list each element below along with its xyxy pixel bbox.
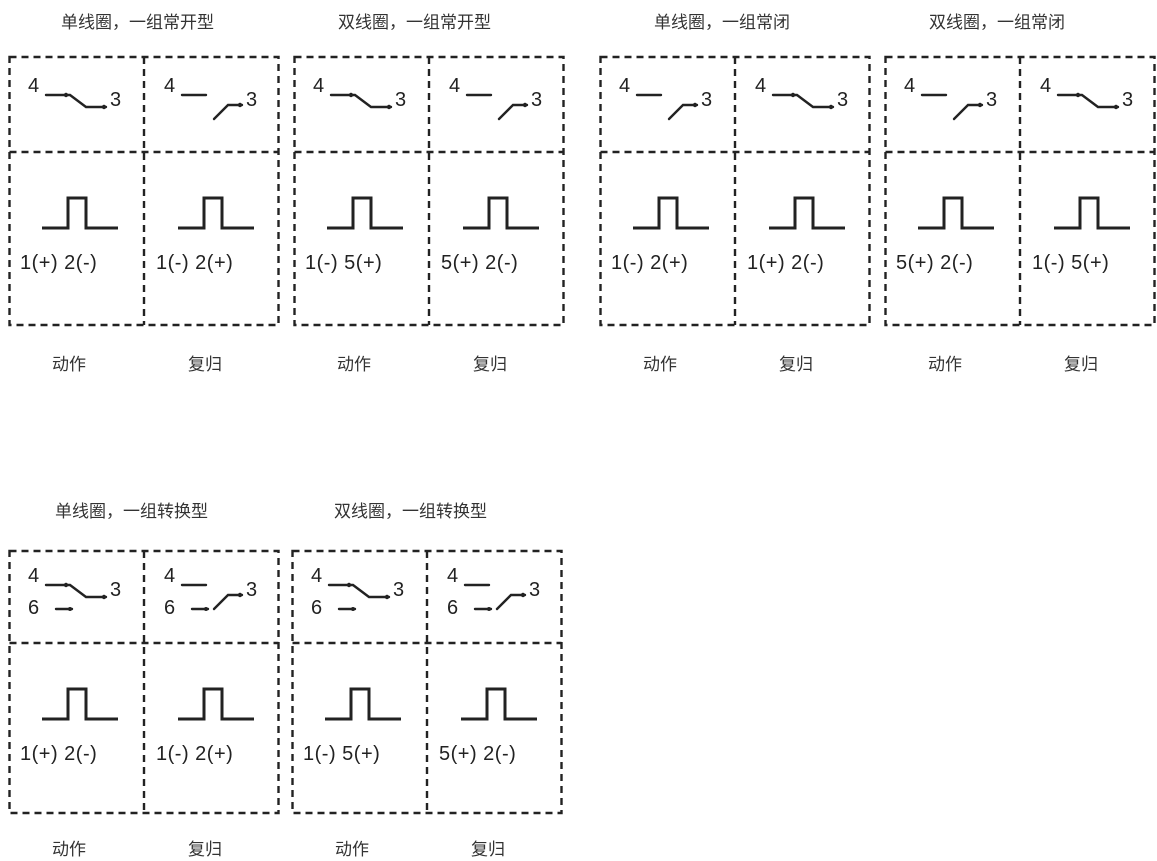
relay-diagram — [8, 549, 280, 815]
reset-label: 复归 — [188, 840, 222, 860]
action-label: 动作 — [52, 355, 86, 375]
coil-polarity: 1(+) 2(-) — [20, 743, 98, 765]
relay-group: 单线圈，一组常开型 4 3 1(+) 2(-) 动作 4 3 1(-) 2(+) 复归 — [8, 0, 284, 380]
coil-polarity: 5(+) 2(-) — [441, 252, 519, 274]
contact-closed-symbol — [329, 92, 393, 110]
contact-closed-symbol — [44, 582, 108, 611]
relay-diagram — [291, 549, 563, 815]
coil-polarity: 1(-) 5(+) — [1032, 252, 1110, 274]
pin-label: 3 — [246, 89, 258, 111]
pin-label: 6 — [311, 597, 323, 619]
action-label: 动作 — [643, 355, 677, 375]
group-title: 单线圈，一组常闭 — [654, 13, 790, 33]
reset-label: 复归 — [188, 355, 222, 375]
contact-closed-symbol — [771, 92, 835, 110]
pin-label: 4 — [619, 75, 631, 97]
pin-label: 3 — [246, 579, 258, 601]
pulse-symbol — [918, 196, 994, 230]
pin-label: 3 — [529, 579, 541, 601]
contact-open-symbol — [463, 583, 527, 611]
pin-label: 4 — [447, 565, 459, 587]
pulse-symbol — [1054, 196, 1130, 230]
pin-label: 4 — [1040, 75, 1052, 97]
pulse-symbol — [633, 196, 709, 230]
pulse-symbol — [178, 687, 254, 721]
pin-label: 6 — [447, 597, 459, 619]
relay-group: 双线圈，一组常开型 4 3 1(-) 5(+) 动作 4 3 5(+) 2(-) 复归 — [293, 0, 569, 380]
relay-group: 双线圈，一组转换型 4 3 6 1(-) 5(+) 动作 4 3 6 5(+) 2(-) 复归 — [291, 488, 567, 861]
group-title: 双线圈，一组常开型 — [338, 13, 491, 33]
coil-polarity: 5(+) 2(-) — [896, 252, 974, 274]
contact-closed-symbol — [44, 92, 108, 110]
relay-group: 单线圈，一组转换型 4 3 6 1(+) 2(-) 动作 4 3 6 1(-) 2(+) 复归 — [8, 488, 284, 861]
pin-label: 4 — [313, 75, 325, 97]
reset-label: 复归 — [779, 355, 813, 375]
pin-label: 4 — [164, 75, 176, 97]
contact-open-symbol — [180, 93, 244, 121]
relay-diagram — [599, 55, 871, 327]
relay-diagram — [8, 55, 280, 327]
pin-label: 4 — [755, 75, 767, 97]
pin-label: 4 — [28, 75, 40, 97]
contact-open-symbol — [635, 93, 699, 121]
pin-label: 4 — [449, 75, 461, 97]
pulse-symbol — [42, 687, 118, 721]
pulse-symbol — [325, 687, 401, 721]
pin-label: 6 — [164, 597, 176, 619]
reset-label: 复归 — [473, 355, 507, 375]
pin-label: 4 — [311, 565, 323, 587]
relay-diagram — [884, 55, 1156, 327]
coil-polarity: 1(+) 2(-) — [747, 252, 825, 274]
pulse-symbol — [42, 196, 118, 230]
pin-label: 4 — [904, 75, 916, 97]
pulse-symbol — [463, 196, 539, 230]
reset-label: 复归 — [1064, 355, 1098, 375]
action-label: 动作 — [337, 355, 371, 375]
pin-label: 3 — [1122, 89, 1134, 111]
contact-closed-symbol — [327, 582, 391, 611]
coil-polarity: 1(-) 2(+) — [156, 252, 234, 274]
pin-label: 3 — [393, 579, 405, 601]
contact-open-symbol — [920, 93, 984, 121]
pulse-symbol — [461, 687, 537, 721]
contact-open-symbol — [465, 93, 529, 121]
action-label: 动作 — [928, 355, 962, 375]
coil-polarity: 1(-) 2(+) — [156, 743, 234, 765]
pin-label: 3 — [110, 579, 122, 601]
coil-polarity: 1(-) 5(+) — [305, 252, 383, 274]
action-label: 动作 — [335, 840, 369, 860]
pulse-symbol — [178, 196, 254, 230]
pin-label: 3 — [110, 89, 122, 111]
reset-label: 复归 — [471, 840, 505, 860]
contact-closed-symbol — [1056, 92, 1120, 110]
pulse-symbol — [327, 196, 403, 230]
relay-diagram — [293, 55, 565, 327]
pin-label: 3 — [986, 89, 998, 111]
pulse-symbol — [769, 196, 845, 230]
pin-label: 3 — [701, 89, 713, 111]
pin-label: 3 — [531, 89, 543, 111]
relay-group: 单线圈，一组常闭 4 3 1(-) 2(+) 动作 4 3 1(+) 2(-) 复归 — [599, 0, 875, 380]
pin-label: 4 — [28, 565, 40, 587]
pin-label: 4 — [164, 565, 176, 587]
coil-polarity: 1(+) 2(-) — [20, 252, 98, 274]
pin-label: 3 — [837, 89, 849, 111]
group-title: 单线圈，一组常开型 — [61, 13, 214, 33]
coil-polarity: 1(-) 2(+) — [611, 252, 689, 274]
coil-polarity: 5(+) 2(-) — [439, 743, 517, 765]
pin-label: 3 — [395, 89, 407, 111]
group-title: 双线圈，一组常闭 — [929, 13, 1065, 33]
group-title: 单线圈，一组转换型 — [55, 502, 208, 522]
contact-open-symbol — [180, 583, 244, 611]
action-label: 动作 — [52, 840, 86, 860]
group-title: 双线圈，一组转换型 — [334, 502, 487, 522]
relay-group: 双线圈，一组常闭 4 3 5(+) 2(-) 动作 4 3 1(-) 5(+) 复归 — [884, 0, 1157, 380]
pin-label: 6 — [28, 597, 40, 619]
coil-polarity: 1(-) 5(+) — [303, 743, 381, 765]
